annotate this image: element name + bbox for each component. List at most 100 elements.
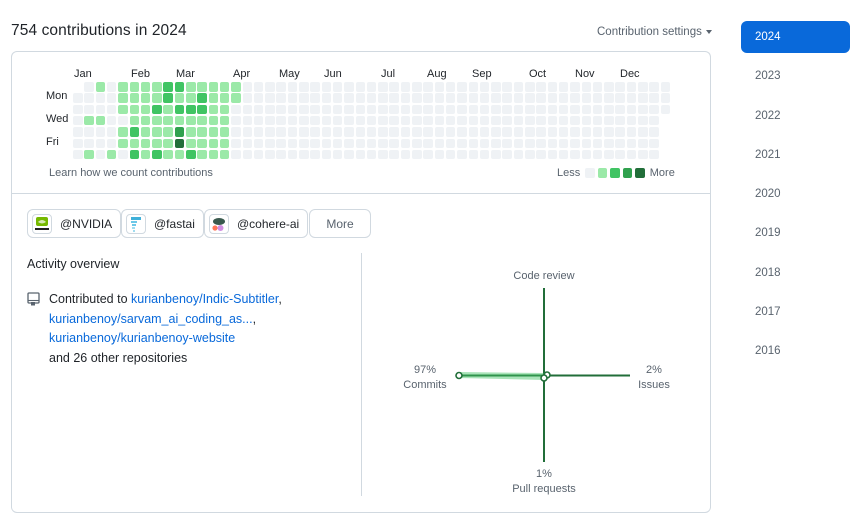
contribution-day[interactable] <box>84 104 94 115</box>
contribution-day[interactable] <box>412 149 422 160</box>
contribution-day[interactable] <box>547 149 558 160</box>
contribution-day[interactable] <box>242 104 252 115</box>
contribution-day[interactable] <box>536 127 546 137</box>
contribution-day[interactable] <box>332 104 343 115</box>
contribution-day[interactable] <box>445 149 456 160</box>
contribution-day[interactable] <box>592 93 603 103</box>
contribution-day[interactable] <box>491 93 501 103</box>
contribution-day[interactable] <box>219 149 230 160</box>
contribution-day[interactable] <box>321 149 332 160</box>
contribution-day[interactable] <box>344 93 354 103</box>
contribution-day[interactable] <box>106 115 117 126</box>
contribution-day[interactable] <box>389 93 399 103</box>
contribution-day[interactable] <box>604 138 614 148</box>
contribution-day[interactable] <box>231 115 241 126</box>
contribution-day[interactable] <box>73 127 83 137</box>
contribution-day[interactable] <box>513 104 524 115</box>
contribution-day[interactable] <box>152 138 162 148</box>
contribution-day[interactable] <box>423 93 433 103</box>
contribution-day[interactable] <box>457 115 467 126</box>
contribution-day[interactable] <box>570 82 580 92</box>
contribution-day[interactable] <box>389 82 399 92</box>
contribution-day[interactable] <box>287 82 298 92</box>
contribution-day[interactable] <box>186 104 196 115</box>
contribution-day[interactable] <box>118 93 128 103</box>
contribution-day[interactable] <box>570 93 580 103</box>
contribution-day[interactable] <box>502 104 512 115</box>
contribution-day[interactable] <box>129 115 139 126</box>
contribution-day[interactable] <box>332 127 343 137</box>
contribution-day[interactable] <box>95 127 106 137</box>
contribution-day[interactable] <box>231 82 241 92</box>
contribution-day[interactable] <box>344 82 354 92</box>
contribution-day[interactable] <box>129 149 139 160</box>
contribution-day[interactable] <box>366 104 377 115</box>
repo-link-kurianbenoy-website[interactable]: kurianbenoy/kurianbenoy-website <box>49 331 236 346</box>
contribution-day[interactable] <box>491 104 501 115</box>
contribution-day[interactable] <box>332 138 343 148</box>
contribution-day[interactable] <box>581 82 591 92</box>
contribution-day[interactable] <box>174 93 185 103</box>
contribution-day[interactable] <box>299 104 309 115</box>
contribution-day[interactable] <box>525 104 535 115</box>
contribution-day[interactable] <box>242 149 252 160</box>
contribution-day[interactable] <box>332 82 343 92</box>
contribution-day[interactable] <box>299 82 309 92</box>
contribution-day[interactable] <box>310 82 320 92</box>
contribution-day[interactable] <box>321 104 332 115</box>
contribution-day[interactable] <box>321 138 332 148</box>
contribution-day[interactable] <box>626 93 637 103</box>
contribution-day[interactable] <box>558 149 569 160</box>
contribution-day[interactable] <box>389 127 399 137</box>
contribution-day[interactable] <box>174 138 185 148</box>
contribution-day[interactable] <box>242 127 252 137</box>
contribution-day[interactable] <box>197 127 207 137</box>
contribution-day[interactable] <box>434 115 445 126</box>
contribution-day[interactable] <box>276 149 286 160</box>
contribution-day[interactable] <box>321 115 332 126</box>
contribution-day[interactable] <box>536 138 546 148</box>
contribution-day[interactable] <box>140 138 151 148</box>
contribution-day[interactable] <box>525 127 535 137</box>
year-2019[interactable]: 2019 <box>755 227 781 240</box>
contribution-day[interactable] <box>457 82 467 92</box>
contribution-day[interactable] <box>547 82 558 92</box>
contribution-day[interactable] <box>174 82 185 92</box>
contribution-day[interactable] <box>310 138 320 148</box>
contribution-day[interactable] <box>513 115 524 126</box>
contribution-day[interactable] <box>513 149 524 160</box>
contribution-day[interactable] <box>197 115 207 126</box>
contribution-day[interactable] <box>95 93 106 103</box>
contribution-day[interactable] <box>423 104 433 115</box>
contribution-day[interactable] <box>457 138 467 148</box>
contribution-day[interactable] <box>479 93 490 103</box>
contribution-day[interactable] <box>649 127 659 137</box>
contribution-day[interactable] <box>355 82 365 92</box>
contribution-day[interactable] <box>502 82 512 92</box>
contribution-day[interactable] <box>638 115 648 126</box>
contribution-day[interactable] <box>140 127 151 137</box>
contribution-day[interactable] <box>423 127 433 137</box>
contribution-day[interactable] <box>253 93 264 103</box>
contribution-day[interactable] <box>276 82 286 92</box>
org-button-fastai[interactable]: @fastai <box>121 209 204 238</box>
contribution-day[interactable] <box>660 104 671 115</box>
contribution-day[interactable] <box>140 149 151 160</box>
contribution-day[interactable] <box>479 115 490 126</box>
contribution-day[interactable] <box>276 115 286 126</box>
contribution-day[interactable] <box>95 82 106 92</box>
contribution-day[interactable] <box>355 149 365 160</box>
contribution-day[interactable] <box>638 138 648 148</box>
contribution-day[interactable] <box>355 127 365 137</box>
contribution-day[interactable] <box>265 149 275 160</box>
contribution-day[interactable] <box>163 138 173 148</box>
contribution-day[interactable] <box>400 82 411 92</box>
contribution-day[interactable] <box>615 104 625 115</box>
contribution-day[interactable] <box>468 93 478 103</box>
contribution-day[interactable] <box>95 149 106 160</box>
contribution-day[interactable] <box>389 149 399 160</box>
contribution-day[interactable] <box>592 115 603 126</box>
contribution-day[interactable] <box>208 149 219 160</box>
contribution-day[interactable] <box>219 115 230 126</box>
contribution-day[interactable] <box>366 115 377 126</box>
